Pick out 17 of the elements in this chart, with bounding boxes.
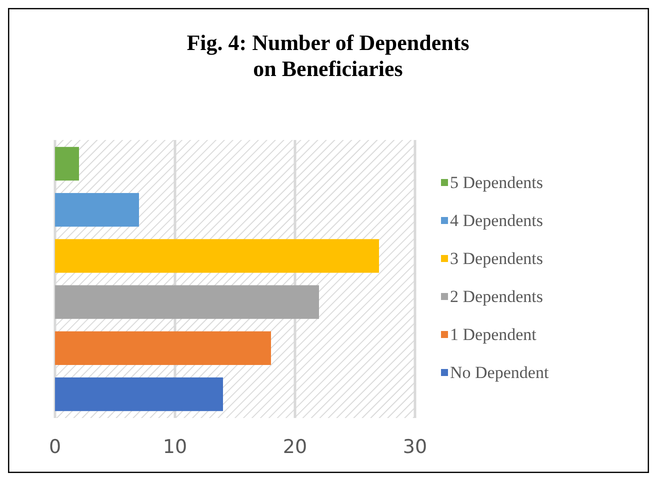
x-tick-label: 0 [48, 436, 62, 458]
legend-label: 2 Dependents [450, 287, 544, 306]
legend-label: 3 Dependents [450, 249, 544, 268]
bar [55, 285, 319, 319]
legend-label: No Dependent [450, 363, 549, 382]
x-tick-label: 10 [162, 436, 188, 458]
chart-title: Fig. 4: Number of Dependents on Beneficiaries [186, 30, 470, 81]
bar [55, 331, 271, 365]
legend-label: 4 Dependents [450, 211, 544, 230]
x-tick-label: 20 [282, 436, 308, 458]
legend-label: 5 Dependents [450, 173, 544, 192]
x-tick-label: 30 [402, 436, 428, 458]
bar [55, 239, 379, 273]
bar [55, 193, 139, 227]
bar [55, 146, 79, 181]
bar [55, 377, 223, 412]
legend-label: 1 Dependent [450, 325, 537, 344]
